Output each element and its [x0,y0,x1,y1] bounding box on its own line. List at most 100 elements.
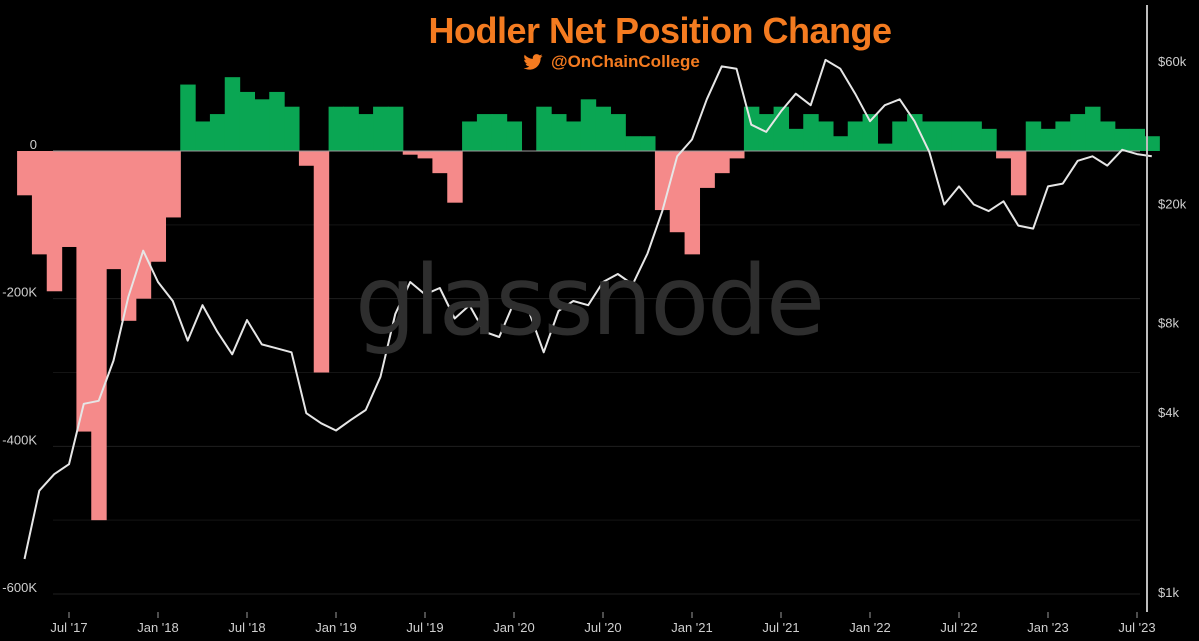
positive-bar [254,99,270,151]
x-tick-label: Jan '21 [671,620,713,635]
x-tick-label: Jul '22 [940,620,977,635]
positive-bar [551,114,567,151]
positive-bar [803,114,819,151]
left-tick-label: 0 [30,137,37,152]
right-tick-label: $4k [1158,405,1179,420]
negative-bar [135,151,152,299]
positive-bar [610,114,626,151]
x-tick-label: Jul '23 [1118,620,1155,635]
x-tick-label: Jul '20 [584,620,621,635]
watermark: glassnode [355,245,825,357]
twitter-bird-icon [523,54,543,70]
negative-bar [91,151,107,521]
right-tick-label: $1k [1158,585,1179,600]
negative-bar [417,151,434,159]
negative-bar [714,151,730,174]
positive-bar [565,121,582,151]
positive-bar [788,128,804,151]
negative-bar [402,151,419,155]
positive-bar [224,77,241,151]
negative-bar [729,151,745,159]
positive-bar [743,106,760,151]
positive-bar [1144,136,1160,151]
positive-bar [328,106,345,151]
positive-bar [1070,114,1086,151]
positive-bar [1099,121,1116,151]
x-tick-label: Jul '19 [406,620,443,635]
negative-bar [17,151,33,196]
negative-bar [46,151,63,292]
x-axis: Jul '17 Jan '18 Jul '18 Jan '19 Jul '19 Jan '… [50,612,1156,635]
negative-bar [61,151,78,247]
subtitle-text: @OnChainCollege [551,52,700,71]
positive-bar [921,121,938,151]
negative-bar [699,151,715,188]
negative-bar [313,151,330,373]
x-tick-label: Jan '22 [849,620,891,635]
positive-bar [580,99,597,151]
positive-bar [373,106,389,151]
grid-lines [53,150,1140,595]
positive-bar [847,121,864,151]
x-tick-label: Jan '23 [1027,620,1069,635]
negative-bar [1010,151,1027,196]
x-tick-label: Jul '21 [762,620,799,635]
negative-bar [165,151,181,218]
positive-bar [387,106,404,151]
positive-bar [877,143,893,151]
negative-bar [106,151,122,270]
positive-bar [1055,121,1071,151]
chart-title: Hodler Net Position Change [428,10,892,51]
positive-bar [936,121,953,151]
negative-bar [76,151,92,432]
x-tick-label: Jul '18 [228,620,265,635]
left-axis: 0 -200K -400K -600K [2,137,37,595]
right-axis: $60k $20k $8k $4k $1k [1158,54,1187,600]
positive-bar [832,136,849,151]
positive-bar [862,114,879,151]
positive-bar [536,106,552,151]
price-series-line [23,58,1152,560]
positive-bar [462,121,478,151]
positive-bar [773,106,790,151]
positive-bar [476,114,493,151]
right-tick-label: $20k [1158,196,1187,211]
positive-bar [491,114,508,151]
positive-bar [1025,121,1042,151]
right-tick-label: $8k [1158,315,1179,330]
positive-bar [907,114,923,151]
positive-bar [981,128,997,151]
right-tick-label: $60k [1158,54,1187,69]
positive-bar [625,136,641,151]
negative-bar [120,151,137,321]
positive-bar [892,121,908,151]
positive-bar [818,121,834,151]
positive-bar [284,106,300,151]
x-tick-label: Jan '18 [137,620,179,635]
negative-bar [996,151,1012,159]
negative-bar [432,151,448,174]
positive-bar [343,106,359,151]
positive-bar [966,121,982,151]
left-tick-label: -600K [2,580,37,595]
left-tick-label: -200K [2,285,37,300]
positive-bar [180,84,196,151]
price-line [23,58,1152,560]
positive-bar [951,121,968,151]
negative-bar [31,151,48,255]
positive-bar [195,121,211,151]
positive-bar [358,114,374,151]
positive-bar [269,91,285,151]
chart-subtitle[interactable]: @OnChainCollege [523,52,700,72]
positive-bar [640,136,656,151]
negative-bar [684,151,701,255]
net-position-area [17,77,1160,521]
x-tick-label: Jan '20 [493,620,535,635]
negative-bar [669,151,686,233]
positive-bar [1040,128,1057,151]
positive-bar [1129,128,1146,151]
positive-bar [595,106,612,151]
left-tick-label: -400K [2,432,37,447]
positive-bar [1114,128,1131,151]
